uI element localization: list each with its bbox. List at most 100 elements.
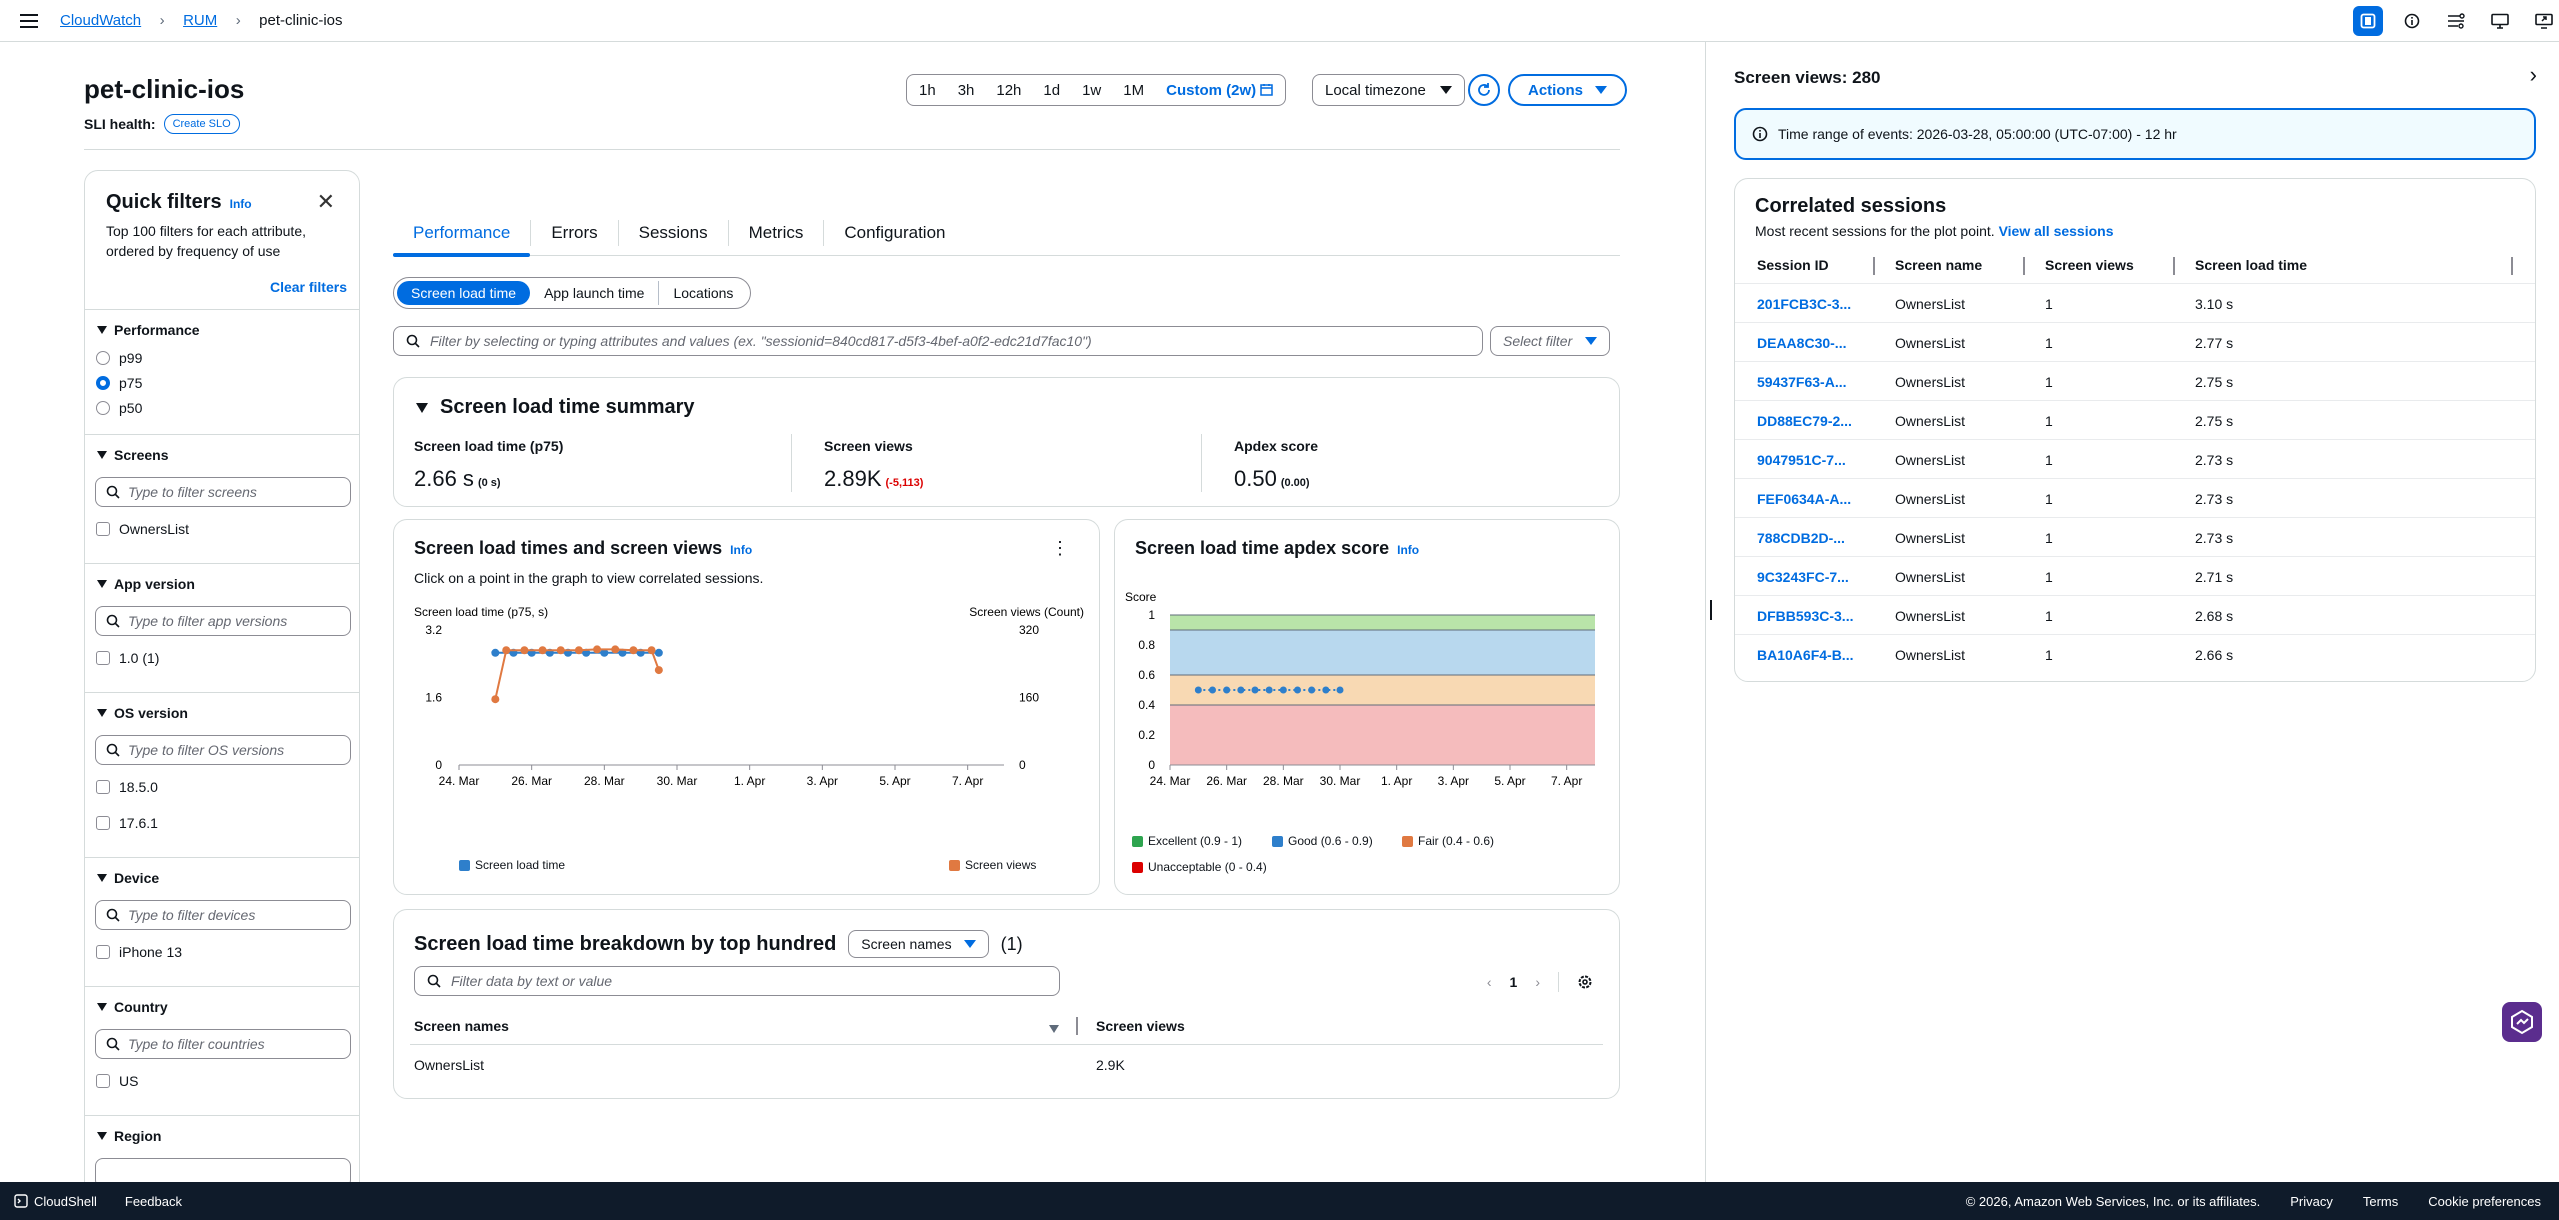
panel-toggle-icon[interactable] — [2353, 6, 2383, 36]
device-filter-input[interactable]: Type to filter devices — [95, 900, 351, 930]
legend-fair[interactable]: Fair (0.4 - 0.6) — [1402, 834, 1494, 848]
apdex-chart[interactable]: Score 0 0.2 0.4 0.6 0.8 1 24. Mar 26. Mar 28. Mar… — [1115, 585, 1621, 835]
time-range-12h[interactable]: 12h — [996, 81, 1022, 99]
monitor-icon[interactable] — [2485, 6, 2515, 36]
session-id-link[interactable]: 9047951C-7... — [1757, 452, 1846, 468]
checkbox[interactable] — [96, 945, 110, 959]
checkbox-iphone13[interactable]: iPhone 13 — [96, 944, 182, 960]
menu-icon[interactable] — [20, 13, 38, 28]
terms-link[interactable]: Terms — [2362, 1193, 2399, 1209]
clear-filters-button[interactable]: Clear filters — [269, 279, 347, 295]
os-version-section-header[interactable]: OS version — [97, 705, 188, 721]
radio-p99[interactable]: p99 — [96, 350, 142, 366]
screens-filter-input[interactable]: Type to filter screens — [95, 477, 351, 507]
time-range-1M[interactable]: 1M — [1123, 81, 1145, 99]
legend-screen-load-time[interactable]: Screen load time — [459, 858, 565, 872]
time-range-3h[interactable]: 3h — [957, 81, 975, 99]
checkbox[interactable] — [96, 780, 110, 794]
radio-p75[interactable]: p75 — [96, 375, 142, 391]
tab-errors[interactable]: Errors — [531, 220, 619, 246]
checkbox-us[interactable]: US — [96, 1073, 138, 1089]
segment-app-launch-time[interactable]: App launch time — [530, 281, 660, 305]
group-by-dropdown[interactable]: Screen names — [848, 930, 989, 958]
info-link[interactable]: Info — [229, 197, 252, 211]
timezone-select[interactable]: Local timezone — [1312, 74, 1465, 106]
line-chart[interactable]: Screen load time (p75, s) Screen views (C… — [394, 600, 1101, 850]
checkbox[interactable] — [96, 522, 110, 536]
country-section-header[interactable]: Country — [97, 999, 168, 1015]
column-header-screen-load-time[interactable]: Screen load time — [2195, 257, 2308, 273]
legend-good[interactable]: Good (0.6 - 0.9) — [1272, 834, 1373, 848]
session-id-link[interactable]: DD88EC79-2... — [1757, 413, 1852, 429]
close-icon[interactable]: ✕ — [316, 189, 335, 214]
session-id-link[interactable]: 59437F63-A... — [1757, 374, 1847, 390]
session-id-link[interactable]: BA10A6F4-B... — [1757, 647, 1854, 663]
checkbox[interactable] — [96, 816, 110, 830]
os-version-filter-input[interactable]: Type to filter OS versions — [95, 735, 351, 765]
column-header-screen-name[interactable]: Screen name — [1895, 257, 1983, 273]
column-header-screen-names[interactable]: Screen names — [414, 1018, 509, 1034]
legend-unacceptable[interactable]: Unacceptable (0 - 0.4) — [1132, 860, 1267, 874]
radio-button-selected[interactable] — [96, 376, 110, 390]
app-version-section-header[interactable]: App version — [97, 576, 195, 592]
time-range-custom[interactable]: Custom (2w) — [1166, 82, 1274, 99]
sort-icon[interactable] — [1049, 1020, 1059, 1038]
column-header-screen-views[interactable]: Screen views — [2045, 257, 2134, 273]
segment-locations[interactable]: Locations — [673, 285, 734, 301]
cloudshell-button[interactable]: CloudShell — [14, 1194, 97, 1209]
info-icon[interactable] — [2397, 6, 2427, 36]
session-id-link[interactable]: FEF0634A-A... — [1757, 491, 1852, 507]
region-section-header[interactable]: Region — [97, 1128, 161, 1144]
checkbox[interactable] — [96, 1074, 110, 1088]
tab-performance[interactable]: Performance — [393, 220, 532, 257]
more-options-icon[interactable]: ⋮ — [1051, 538, 1069, 558]
checkbox-os-18[interactable]: 18.5.0 — [96, 779, 158, 795]
column-header-session-id[interactable]: Session ID — [1757, 257, 1829, 273]
checkbox-os-17[interactable]: 17.6.1 — [96, 815, 158, 831]
time-range-1d[interactable]: 1d — [1043, 81, 1061, 99]
actions-button[interactable]: Actions — [1508, 74, 1628, 106]
checkbox[interactable] — [96, 651, 110, 665]
settings-list-icon[interactable] — [2441, 6, 2471, 36]
tab-sessions[interactable]: Sessions — [619, 220, 729, 246]
page-number[interactable]: 1 — [1509, 974, 1518, 990]
column-divider[interactable] — [1076, 1017, 1078, 1035]
chevron-right-icon[interactable]: › — [1535, 974, 1540, 990]
chevron-right-icon[interactable]: › — [2529, 62, 2537, 87]
screen-share-icon[interactable] — [2529, 6, 2559, 36]
column-divider[interactable] — [1873, 257, 1875, 275]
breadcrumb-cloudwatch[interactable]: CloudWatch — [60, 11, 142, 29]
session-id-link[interactable]: DFBB593C-3... — [1757, 608, 1854, 624]
view-all-sessions-link[interactable]: View all sessions — [1998, 223, 2114, 239]
gear-icon[interactable] — [1577, 974, 1593, 990]
radio-button[interactable] — [96, 351, 110, 365]
screens-section-header[interactable]: Screens — [97, 447, 168, 463]
refresh-button[interactable] — [1468, 74, 1500, 106]
column-divider[interactable] — [2023, 257, 2025, 275]
tab-configuration[interactable]: Configuration — [844, 223, 946, 242]
radio-button[interactable] — [96, 401, 110, 415]
info-link[interactable]: Info — [1397, 543, 1420, 557]
time-range-1w[interactable]: 1w — [1082, 81, 1102, 99]
session-id-link[interactable]: DEAA8C30-... — [1757, 335, 1847, 351]
time-range-1h[interactable]: 1h — [919, 81, 936, 99]
device-section-header[interactable]: Device — [97, 870, 159, 886]
summary-header[interactable]: Screen load time summary — [416, 396, 695, 419]
column-divider[interactable] — [2511, 257, 2513, 275]
assistant-button[interactable] — [2502, 1002, 2542, 1042]
performance-section-header[interactable]: Performance — [97, 322, 200, 338]
resize-handle[interactable] — [1710, 600, 1712, 620]
cookie-preferences-link[interactable]: Cookie preferences — [2428, 1193, 2541, 1209]
tab-metrics[interactable]: Metrics — [729, 220, 825, 246]
checkbox-app-version[interactable]: 1.0 (1) — [96, 650, 159, 666]
breadcrumb-rum[interactable]: RUM — [183, 11, 218, 29]
property-filter-input[interactable]: Filter by selecting or typing attributes… — [393, 326, 1483, 356]
radio-p50[interactable]: p50 — [96, 400, 142, 416]
legend-screen-views[interactable]: Screen views — [949, 858, 1036, 872]
segment-screen-load-time[interactable]: Screen load time — [397, 281, 531, 305]
country-filter-input[interactable]: Type to filter countries — [95, 1029, 351, 1059]
legend-excellent[interactable]: Excellent (0.9 - 1) — [1132, 834, 1242, 848]
breakdown-filter-input[interactable]: Filter data by text or value — [414, 966, 1060, 996]
checkbox-ownerslist[interactable]: OwnersList — [96, 521, 189, 537]
column-header-screen-views[interactable]: Screen views — [1096, 1018, 1185, 1034]
